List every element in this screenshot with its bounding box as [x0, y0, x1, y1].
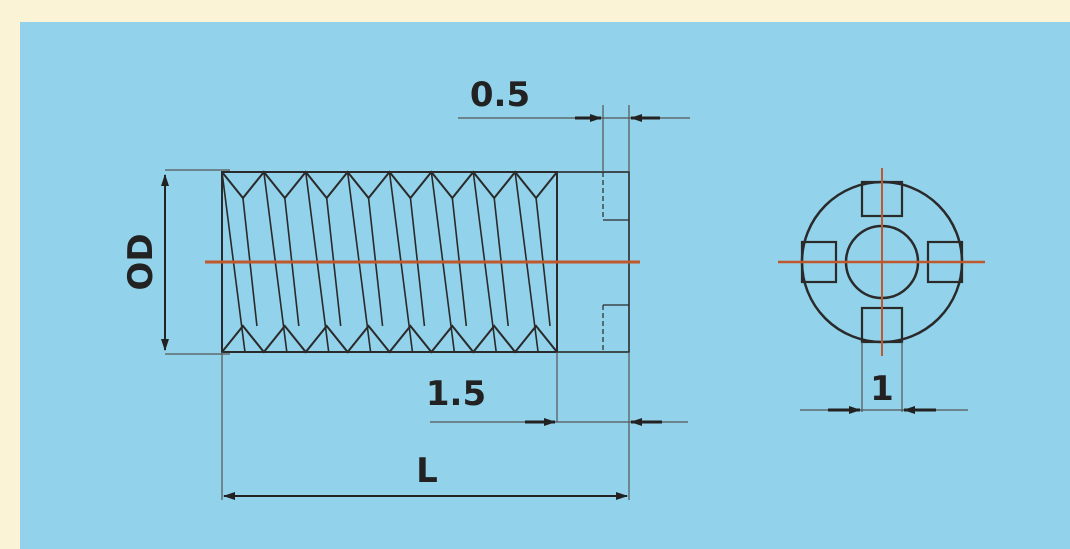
- drawing-panel: OD 0.5 1.5 L: [20, 22, 1070, 549]
- slot-width-label: 1: [870, 369, 894, 409]
- od-dimension: OD: [121, 169, 230, 355]
- top-gap-label: 0.5: [470, 75, 530, 115]
- side-view: [205, 170, 640, 354]
- end-gap-label: 1.5: [426, 374, 486, 414]
- end-view: [778, 168, 985, 356]
- length-dimension: L: [221, 352, 628, 500]
- slot-width-dimension: 1: [800, 342, 968, 414]
- worm-screw-drawing: OD 0.5 1.5 L: [121, 75, 985, 500]
- length-label: L: [416, 451, 438, 491]
- od-label: OD: [121, 233, 161, 290]
- top-gap-dimension: 0.5: [458, 75, 690, 172]
- end-gap-dimension: 1.5: [426, 352, 688, 500]
